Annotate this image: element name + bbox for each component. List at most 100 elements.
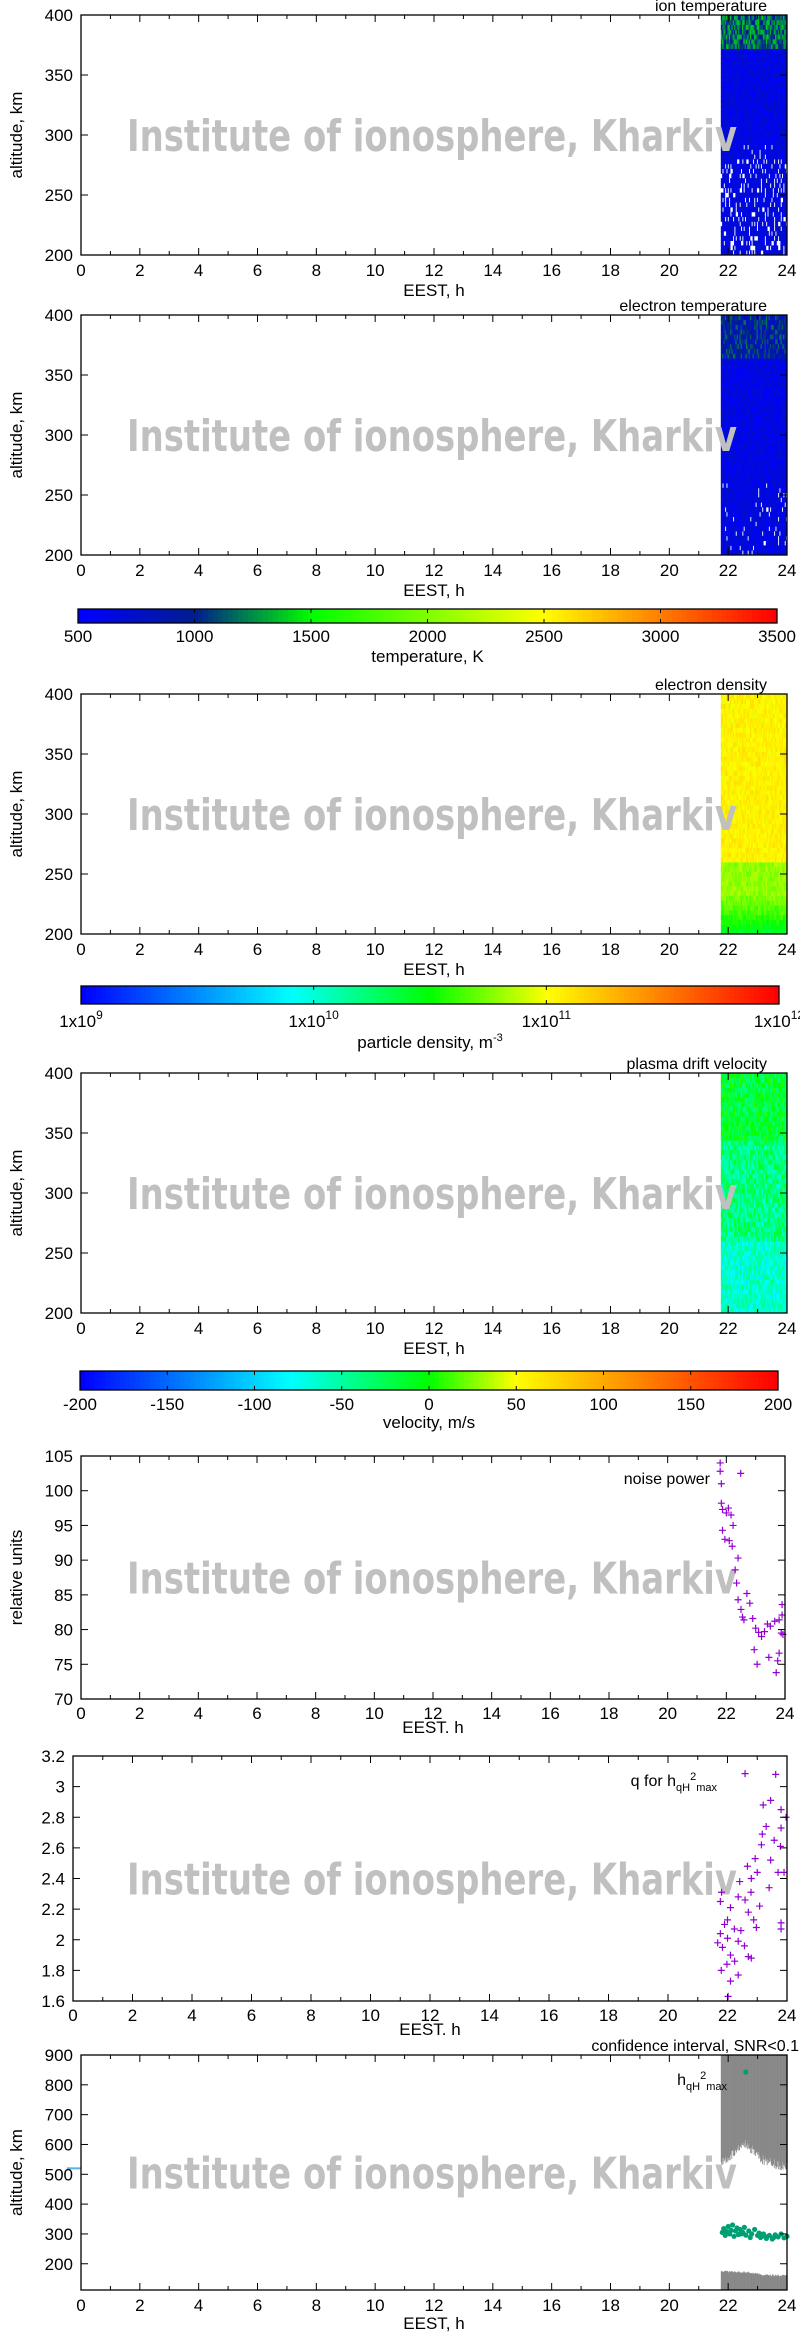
heatmap-cell [755, 468, 757, 474]
heatmap-cell [761, 197, 764, 203]
heatmap-cell [727, 96, 730, 102]
heatmap-cell [747, 492, 750, 498]
heatmap-cell [756, 348, 759, 354]
heatmap-cell [745, 396, 748, 402]
heatmap-cell [759, 377, 761, 383]
heatmap-cell [734, 67, 736, 73]
heatmap-cell [728, 521, 731, 527]
heatmap-cell [781, 130, 784, 136]
heatmap-cell [728, 19, 731, 25]
heatmap-cell [731, 473, 734, 479]
heatmap-cell [763, 550, 765, 556]
heatmap-cell [781, 187, 784, 193]
heatmap-cell [722, 106, 724, 112]
heatmap-cell [763, 39, 765, 45]
x-tick-label: 0 [76, 561, 85, 580]
heatmap-cell [744, 372, 747, 378]
heatmap-cell [724, 391, 727, 397]
heatmap-cell [783, 67, 785, 73]
heatmap-cell [732, 329, 735, 335]
heatmap-cell [776, 24, 779, 30]
heatmap-cell [741, 401, 744, 407]
heatmap-cell [752, 101, 755, 107]
heatmap-cell [747, 526, 750, 532]
heatmap-cell [773, 111, 776, 117]
heatmap-cell [765, 29, 768, 35]
heatmap-cell [757, 19, 760, 25]
heatmap-cell [740, 329, 743, 335]
heatmap-cell [769, 192, 772, 198]
heatmap-cell [726, 531, 728, 537]
heatmap-cell [728, 516, 731, 522]
heatmap-cell [779, 125, 781, 131]
heatmap-cell [777, 43, 780, 49]
heatmap-cell [763, 87, 765, 93]
heatmap-cell [730, 535, 732, 541]
heatmap-cell [724, 72, 727, 78]
heatmap-cell [731, 492, 734, 498]
heatmap-cell [752, 511, 755, 517]
heatmap-cell [747, 29, 750, 35]
heatmap-cell [772, 154, 775, 160]
heatmap-cell [743, 96, 746, 102]
heatmap-cell [728, 240, 731, 246]
heatmap-cell [736, 334, 739, 340]
heatmap-cell [757, 511, 760, 517]
heatmap-cell [741, 226, 744, 232]
heatmap-cell [749, 211, 752, 217]
heatmap-cell [748, 492, 751, 498]
heatmap-cell [745, 183, 748, 189]
heatmap-cell [760, 449, 763, 455]
heatmap-cell [744, 535, 747, 541]
heatmap-cell [751, 58, 753, 64]
heatmap-cell [764, 82, 767, 88]
heatmap-cell [759, 401, 761, 407]
heatmap-cell [775, 192, 777, 198]
heatmap-cell [728, 497, 731, 503]
heatmap-cell [756, 372, 759, 378]
heatmap-cell [751, 425, 753, 431]
heatmap-cell [720, 449, 723, 455]
heatmap-cell [732, 497, 735, 503]
heatmap-cell [759, 507, 761, 513]
heatmap-cell [748, 363, 751, 369]
heatmap-cell [722, 29, 724, 35]
heatmap-cell [747, 324, 750, 330]
heatmap-cell [760, 372, 763, 378]
heatmap-cell [722, 67, 724, 73]
heatmap-cell [781, 125, 784, 131]
heatmap-cell [757, 43, 760, 49]
heatmap-cell [747, 377, 750, 383]
heatmap-cell [753, 382, 756, 388]
heatmap-cell [730, 24, 732, 30]
heatmap-cell [761, 391, 764, 397]
heatmap-cell [767, 550, 769, 556]
heatmap-cell [760, 125, 763, 131]
heatmap-cell [723, 459, 726, 465]
heatmap-cell [723, 101, 726, 107]
heatmap-cell [740, 178, 743, 184]
heatmap-cell [764, 358, 767, 364]
heatmap-cell [724, 502, 727, 508]
heatmap-cell [776, 516, 779, 522]
heatmap-cell [777, 211, 780, 217]
heatmap-cell [759, 329, 761, 335]
heatmap-cell [745, 53, 748, 59]
heatmap-cell [724, 135, 727, 141]
heatmap-cell [741, 163, 744, 169]
heatmap-cell [749, 149, 752, 155]
heatmap-cell [731, 372, 734, 378]
heatmap-cell [755, 540, 757, 546]
heatmap-cell [748, 502, 751, 508]
heatmap-cell [779, 130, 781, 136]
heatmap-cell [755, 211, 757, 217]
heatmap-cell [740, 82, 743, 88]
heatmap-cell [768, 531, 771, 537]
heatmap-cell [745, 444, 748, 450]
heatmap-cell [730, 377, 732, 383]
heatmap-cell [772, 531, 775, 537]
heatmap-cell [775, 43, 777, 49]
heatmap-cell [728, 396, 731, 402]
heatmap-cell [736, 24, 739, 30]
heatmap-cell [727, 135, 730, 141]
